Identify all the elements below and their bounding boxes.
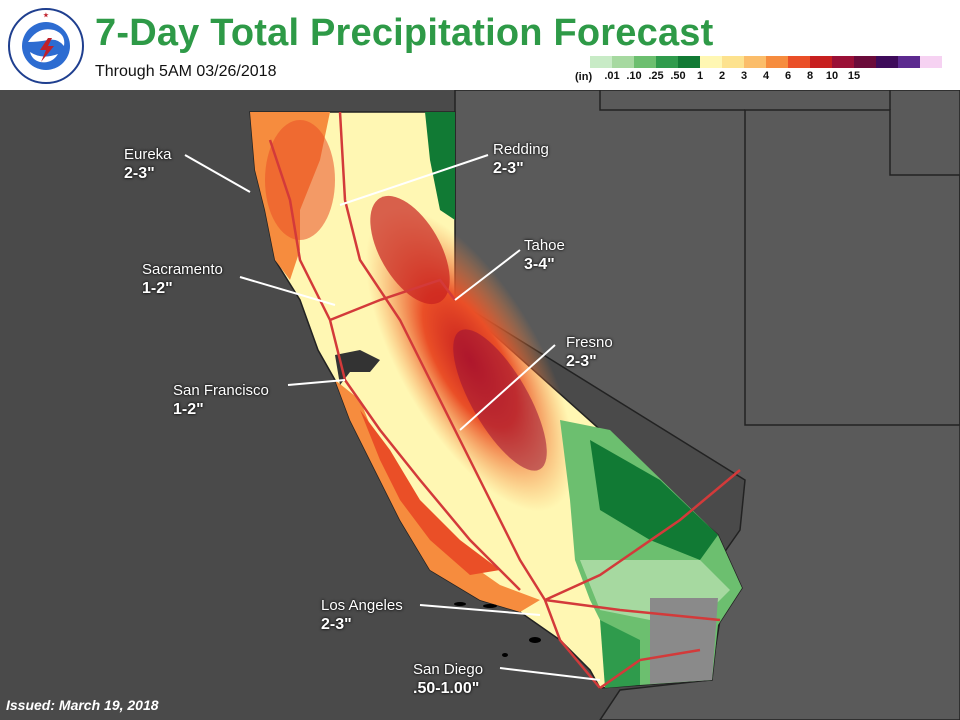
city-label-san-diego: San Diego .50-1.00" <box>413 660 483 698</box>
legend-swatches <box>590 56 942 68</box>
legend-swatch <box>876 56 898 68</box>
svg-text:★: ★ <box>43 12 49 19</box>
city-label-redding: Redding 2-3" <box>493 140 549 178</box>
city-amount: 1-2" <box>173 401 204 418</box>
legend-tick-label: 10 <box>825 70 839 82</box>
city-amount: 2-3" <box>566 353 597 370</box>
precipitation-map <box>0 90 960 720</box>
legend-swatch <box>766 56 788 68</box>
city-amount: 1-2" <box>142 280 173 297</box>
city-name: San Francisco <box>173 382 269 399</box>
legend-tick-label: 3 <box>740 70 748 82</box>
legend-swatch <box>744 56 766 68</box>
legend-tick-label: .50 <box>670 70 686 82</box>
city-amount: 2-3" <box>124 165 155 182</box>
city-name: Eureka <box>124 146 172 163</box>
city-name: San Diego <box>413 661 484 678</box>
city-amount: 3-4" <box>524 256 555 273</box>
legend-swatch <box>678 56 700 68</box>
legend-tick-label: 15 <box>847 70 861 82</box>
city-name: Sacramento <box>142 261 223 278</box>
legend-tick-label: 1 <box>696 70 704 82</box>
legend-tick-label: .01 <box>604 70 620 82</box>
city-name: Los Angeles <box>321 597 403 614</box>
legend-swatch <box>854 56 876 68</box>
city-name: Fresno <box>566 334 613 351</box>
legend-tick-label: .25 <box>648 70 664 82</box>
city-label-tahoe: Tahoe 3-4" <box>524 236 565 274</box>
legend-tick-label: 4 <box>762 70 770 82</box>
legend-swatch <box>612 56 634 68</box>
city-label-fresno: Fresno 2-3" <box>566 333 613 371</box>
legend-unit: (in) <box>575 71 593 83</box>
legend-tick-label: 2 <box>718 70 726 82</box>
legend-tick-label: .10 <box>626 70 642 82</box>
valid-through-subtitle: Through 5AM 03/26/2018 <box>95 63 277 80</box>
page-title: 7-Day Total Precipitation Forecast <box>95 12 714 54</box>
nws-logo-icon: ★ <box>8 8 84 84</box>
city-label-sacramento: Sacramento 1-2" <box>142 260 223 298</box>
city-label-eureka: Eureka 2-3" <box>124 145 172 183</box>
legend-swatch <box>920 56 942 68</box>
legend-tick-label: 8 <box>806 70 814 82</box>
legend-swatch <box>700 56 722 68</box>
city-name: Tahoe <box>524 237 565 254</box>
legend-swatch <box>810 56 832 68</box>
legend-swatch <box>898 56 920 68</box>
city-amount: 2-3" <box>493 160 524 177</box>
legend-swatch <box>788 56 810 68</box>
legend-swatch <box>590 56 612 68</box>
city-amount: .50-1.00" <box>413 680 480 697</box>
legend-swatch <box>656 56 678 68</box>
precipitation-legend: (in) .01 .10 .25 .50 1 2 3 4 6 8 10 15 <box>568 56 952 84</box>
header: ★ 7-Day Total Precipitation Forecast Thr… <box>0 0 960 90</box>
city-amount: 2-3" <box>321 616 352 633</box>
legend-swatch <box>832 56 854 68</box>
issued-date: Issued: March 19, 2018 <box>6 697 159 713</box>
city-label-san-francisco: San Francisco 1-2" <box>173 381 269 419</box>
legend-labels: .01 .10 .25 .50 1 2 3 4 6 8 10 15 <box>590 70 860 82</box>
city-label-los-angeles: Los Angeles 2-3" <box>321 596 403 634</box>
legend-tick-label: 6 <box>784 70 792 82</box>
city-name: Redding <box>493 141 549 158</box>
legend-swatch <box>722 56 744 68</box>
legend-swatch <box>634 56 656 68</box>
